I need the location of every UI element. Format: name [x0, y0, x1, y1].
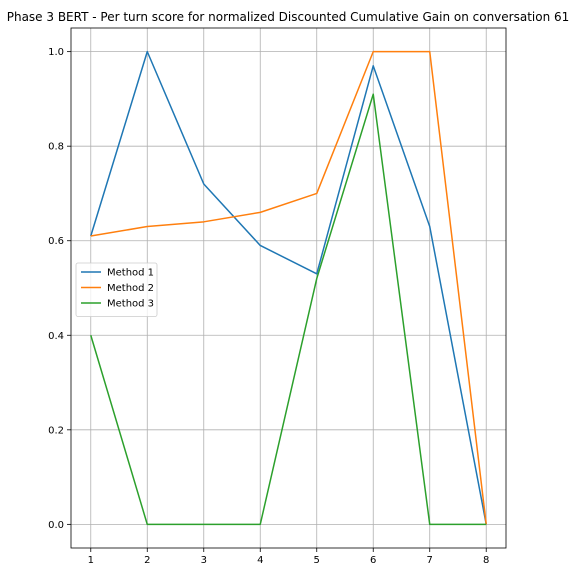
legend-label: Method 3 [107, 299, 154, 310]
x-tick-label: 1 [88, 555, 94, 566]
y-tick-label: 0.0 [48, 520, 64, 531]
x-tick-label: 4 [257, 555, 263, 566]
y-tick-label: 0.4 [48, 331, 64, 342]
y-tick-label: 0.2 [48, 425, 64, 436]
legend-label: Method 2 [107, 283, 154, 294]
series-1 [90, 50, 487, 525]
axes-frame [70, 27, 507, 549]
x-tick-label: 7 [427, 555, 433, 566]
grid [71, 28, 506, 548]
legend-label: Method 1 [107, 268, 154, 279]
legend: Method 1 Method 2 Method 3 [75, 262, 158, 317]
series-2 [90, 50, 487, 525]
chart-title: Phase 3 BERT - Per turn score for normal… [7, 10, 570, 24]
plot-series [90, 50, 487, 526]
axis-ticks: 1 2 3 4 5 6 7 8 0.0 0.2 0.4 0.6 0.8 1.0 [48, 47, 489, 566]
y-tick-label: 0.8 [48, 142, 64, 153]
x-tick-label: 6 [370, 555, 376, 566]
series-line [90, 93, 487, 526]
x-tick-label: 8 [483, 555, 489, 566]
series-line [90, 50, 487, 525]
series-3 [90, 93, 487, 526]
x-tick-label: 2 [144, 555, 150, 566]
x-tick-label: 3 [201, 555, 207, 566]
series-line [90, 50, 487, 525]
y-tick-label: 0.6 [48, 236, 64, 247]
x-tick-label: 5 [314, 555, 320, 566]
y-tick-label: 1.0 [48, 47, 64, 58]
